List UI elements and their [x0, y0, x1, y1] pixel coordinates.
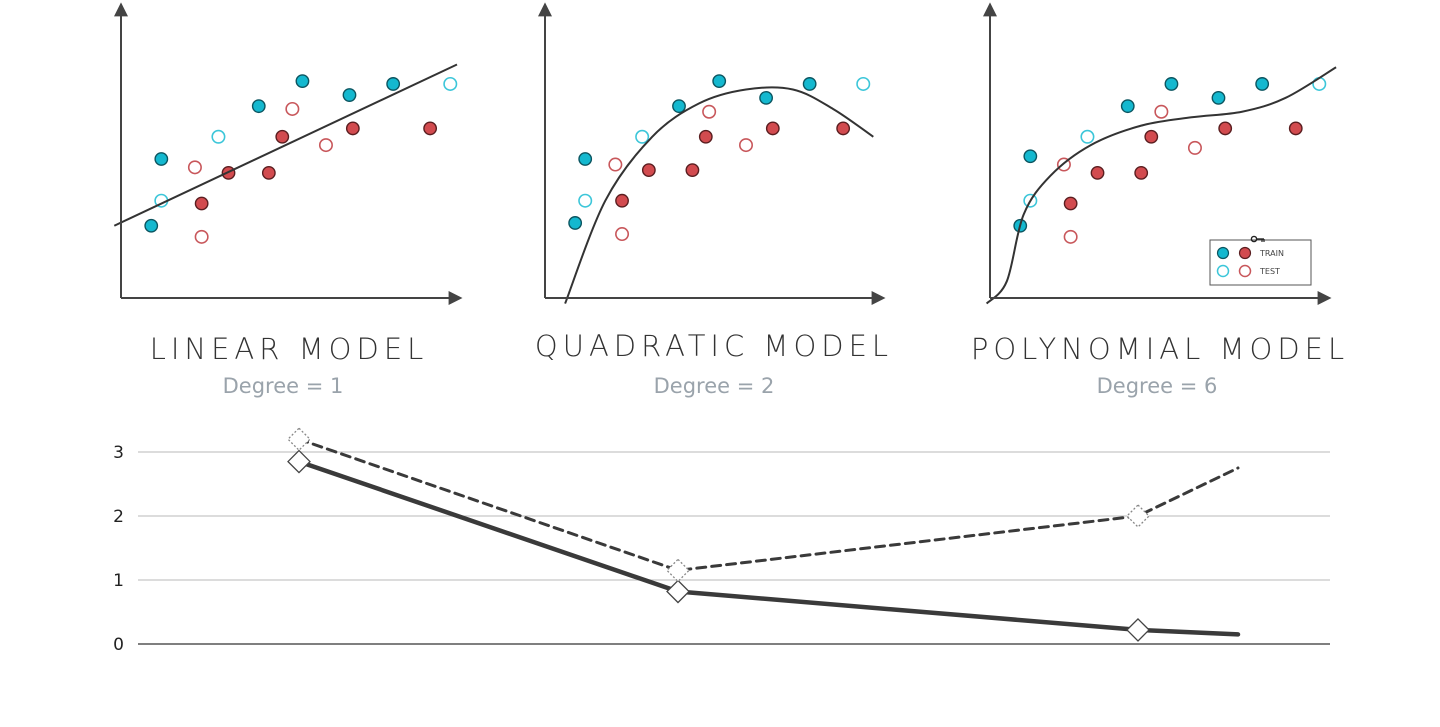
key-icon	[1250, 235, 1265, 243]
y-tick-label: 2	[113, 507, 124, 527]
quadratic-model-red-test-point	[615, 227, 630, 242]
legend-box	[1209, 239, 1312, 286]
polynomial-model-blue-train-point	[1164, 77, 1179, 91]
linear-model-title: LINEAR MODEL	[150, 332, 429, 366]
linear-model-blue-train-point	[144, 218, 159, 233]
quadratic-model-red-train-point	[765, 121, 780, 136]
linear-model-red-train-point	[345, 121, 360, 136]
linear-model-points	[144, 74, 458, 244]
linear-model-red-test-point	[194, 229, 209, 244]
polynomial-model-blue-train-point	[1023, 149, 1038, 164]
y-tick-label: 3	[113, 443, 124, 463]
quadratic-model-red-test-point	[702, 104, 717, 119]
solid-series-diamond-marker	[287, 449, 311, 474]
polynomial-model-degree: Degree = 6	[1097, 374, 1218, 398]
solid-series-diamond-marker	[1126, 618, 1150, 642]
polynomial-model-red-train-point	[1090, 165, 1105, 180]
legend-test-red-marker	[1238, 264, 1252, 278]
error-chart-series	[287, 427, 1241, 642]
legend-test-blue-marker	[1216, 264, 1230, 278]
linear-model-panel: LINEAR MODEL Degree = 1	[113, 2, 463, 398]
quadratic-model-panel: QUADRATIC MODEL Degree = 2	[535, 2, 893, 398]
quadratic-model-fit-curve	[564, 86, 874, 304]
y-tick-label: 1	[113, 571, 124, 591]
linear-model-blue-test-point	[443, 76, 458, 91]
quadratic-model-red-train-point	[698, 129, 713, 144]
linear-model-red-train-point	[423, 121, 438, 136]
quadratic-model-blue-train-point	[802, 77, 817, 91]
polynomial-model-blue-test-point	[1080, 129, 1095, 144]
polynomial-model-title: POLYNOMIAL MODEL	[971, 332, 1349, 366]
polynomial-model-red-test-point	[1187, 140, 1202, 155]
dashed-series-diamond-marker	[1126, 504, 1150, 528]
quadratic-model-blue-train-point	[578, 152, 593, 166]
linear-model-blue-train-point	[342, 88, 357, 102]
quadratic-model-blue-test-point	[578, 193, 593, 208]
linear-model-red-train-point	[194, 196, 209, 211]
polynomial-model-blue-train-point	[1255, 77, 1270, 91]
quadratic-model-blue-train-point	[759, 90, 773, 105]
quadratic-model-blue-test-point	[856, 76, 871, 91]
quadratic-model-red-test-point	[608, 157, 623, 172]
solid-series-diamond-marker	[666, 579, 690, 604]
error-chart: 0 1 2 3	[113, 427, 1330, 655]
linear-model-red-test-point	[285, 101, 300, 116]
dashed-series-diamond-marker	[666, 558, 690, 583]
polynomial-model-red-test-point	[1154, 104, 1169, 119]
linear-model-degree: Degree = 1	[223, 374, 344, 398]
legend-train-blue-marker	[1216, 246, 1230, 260]
legend-train-label: TRAIN	[1259, 249, 1284, 258]
quadratic-model-red-train-point	[641, 163, 656, 178]
polynomial-model-red-train-point	[1144, 129, 1159, 144]
polynomial-model-blue-train-point	[1120, 99, 1135, 114]
polynomial-model-red-test-point	[1063, 229, 1078, 244]
quadratic-model-blue-train-point	[672, 99, 686, 114]
quadratic-model-degree: Degree = 2	[654, 374, 775, 398]
quadratic-model-blue-train-point	[568, 216, 583, 230]
legend: TRAIN TEST	[1209, 235, 1312, 286]
polynomial-model-blue-test-point	[1312, 76, 1327, 91]
linear-model-red-test-point	[318, 138, 333, 153]
quadratic-model-blue-test-point	[635, 129, 650, 144]
solid-series-line	[296, 459, 1241, 637]
polynomial-model-red-train-point	[1063, 196, 1078, 211]
polynomial-model-blue-train-point	[1211, 90, 1226, 105]
polynomial-model-red-train-point	[1288, 121, 1303, 136]
polynomial-model-red-train-point	[1218, 121, 1233, 136]
linear-model-blue-test-point	[211, 129, 226, 144]
quadratic-model-red-train-point	[685, 163, 700, 178]
quadratic-model-red-train-point	[615, 193, 629, 208]
quadratic-model-red-train-point	[836, 121, 851, 136]
polynomial-model-red-train-point	[1134, 165, 1149, 180]
dashed-series-diamond-marker	[287, 427, 311, 452]
quadratic-model-points	[568, 74, 871, 242]
linear-model-red-train-point	[261, 165, 276, 180]
linear-model-fit-line	[113, 63, 458, 227]
error-chart-gridlines	[138, 451, 1330, 645]
linear-model-red-train-point	[275, 129, 290, 144]
quadratic-model-red-test-point	[738, 138, 753, 153]
linear-model-red-test-point	[187, 160, 202, 175]
linear-model-blue-train-point	[295, 74, 310, 89]
linear-model-blue-train-point	[154, 152, 169, 166]
legend-train-red-marker	[1238, 246, 1252, 260]
polynomial-model-fit-curve	[985, 66, 1337, 305]
error-chart-y-tick-labels: 0 1 2 3	[113, 443, 124, 655]
polynomial-model-panel: POLYNOMIAL MODEL Degree = 6 TRAIN TEST	[971, 2, 1349, 398]
linear-model-blue-train-point	[386, 77, 401, 91]
legend-test-label: TEST	[1259, 267, 1280, 276]
polynomial-model-points	[1013, 76, 1327, 244]
linear-model-blue-train-point	[251, 99, 266, 114]
y-tick-label: 0	[113, 635, 124, 655]
quadratic-model-title: QUADRATIC MODEL	[535, 329, 893, 363]
dashed-series-line	[297, 437, 1240, 572]
quadratic-model-blue-train-point	[712, 74, 727, 89]
